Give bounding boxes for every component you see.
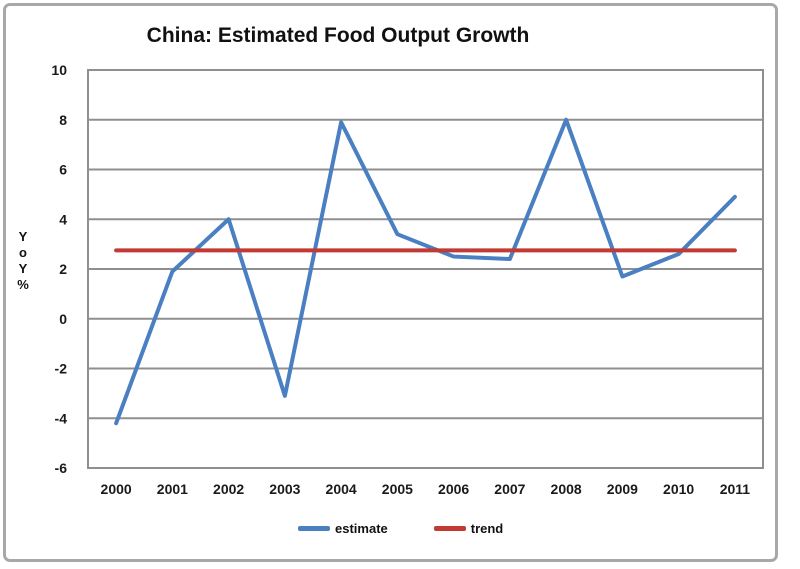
x-axis-tick-label: 2005 [382, 481, 413, 497]
x-axis-tick-label: 2002 [213, 481, 244, 497]
legend-label-estimate: estimate [335, 521, 388, 536]
estimate-line-swatch [298, 526, 330, 531]
chart-title: China: Estimated Food Output Growth [146, 24, 530, 47]
y-axis-title-char: o [19, 245, 27, 260]
y-axis-tick-label: 10 [51, 62, 67, 78]
y-axis-tick-label: 8 [59, 112, 67, 128]
y-axis-title-char: Y [18, 261, 28, 276]
legend-item-estimate: estimate [298, 521, 388, 536]
x-axis-tick-label: 2001 [157, 481, 188, 497]
x-axis-tick-label: 2000 [101, 481, 132, 497]
trend-line-swatch [433, 526, 466, 531]
plot-border [87, 69, 764, 469]
legend: estimate trend [298, 521, 503, 536]
x-axis-tick-label: 2006 [438, 481, 469, 497]
y-axis-tick-label: 0 [59, 311, 67, 327]
y-axis-title-char: Y [18, 229, 28, 244]
x-axis-tick-label: 2008 [551, 481, 582, 497]
x-axis-tick-label: 2011 [720, 481, 751, 497]
y-axis-tick-label: -4 [55, 410, 68, 426]
legend-item-trend: trend [433, 521, 504, 536]
x-axis-tick-label: 2004 [326, 481, 357, 497]
x-axis-tick-label: 2010 [663, 481, 694, 497]
y-axis-tick-label: 6 [59, 162, 67, 178]
x-axis-tick-label: 2007 [494, 481, 525, 497]
y-axis-tick-label: 2 [59, 261, 67, 277]
x-axis-tick-label: 2009 [607, 481, 638, 497]
y-axis-tick-label: 4 [59, 211, 67, 227]
y-axis-tick-label: -6 [55, 460, 68, 476]
legend-label-trend: trend [470, 521, 504, 536]
y-axis-tick-label: -2 [55, 361, 68, 377]
x-axis-tick-label: 2003 [269, 481, 300, 497]
y-axis-title-char: % [17, 277, 29, 292]
estimate-line [114, 117, 737, 426]
